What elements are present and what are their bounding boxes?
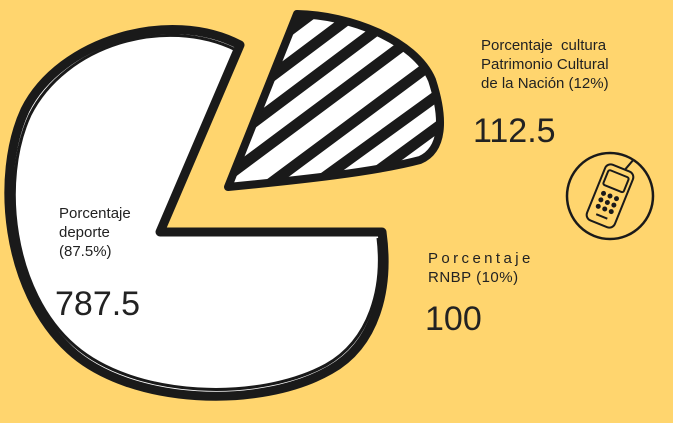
label-cultura-line3: de la Nación (12%) xyxy=(481,75,609,92)
label-cultura-line2: Patrimonio Cultural xyxy=(481,56,609,73)
label-deporte-line2: deporte xyxy=(59,224,110,241)
slice-value-cultura: 112.5 xyxy=(473,113,556,149)
label-deporte-line1: Porcentaje xyxy=(59,205,131,222)
label-cultura-line1: Porcentaje cultura xyxy=(481,37,606,54)
slice-label-deporte: Porcentaje deporte (87.5%) xyxy=(59,204,169,261)
slice-label-cultura: Porcentaje cultura Patrimonio Cultural de … xyxy=(481,36,651,93)
slice-value-deporte: 787.5 xyxy=(55,286,140,322)
label-rnbp-line2: RNBP (10%) xyxy=(428,269,519,286)
label-deporte-line3: (87.5%) xyxy=(59,243,112,260)
label-rnbp-line1: Porcentaje xyxy=(428,250,534,267)
cell-phone-icon xyxy=(562,148,658,244)
slice-label-rnbp: Porcentaje RNBP (10%) xyxy=(428,249,568,287)
slice-value-rnbp: 100 xyxy=(425,301,482,337)
